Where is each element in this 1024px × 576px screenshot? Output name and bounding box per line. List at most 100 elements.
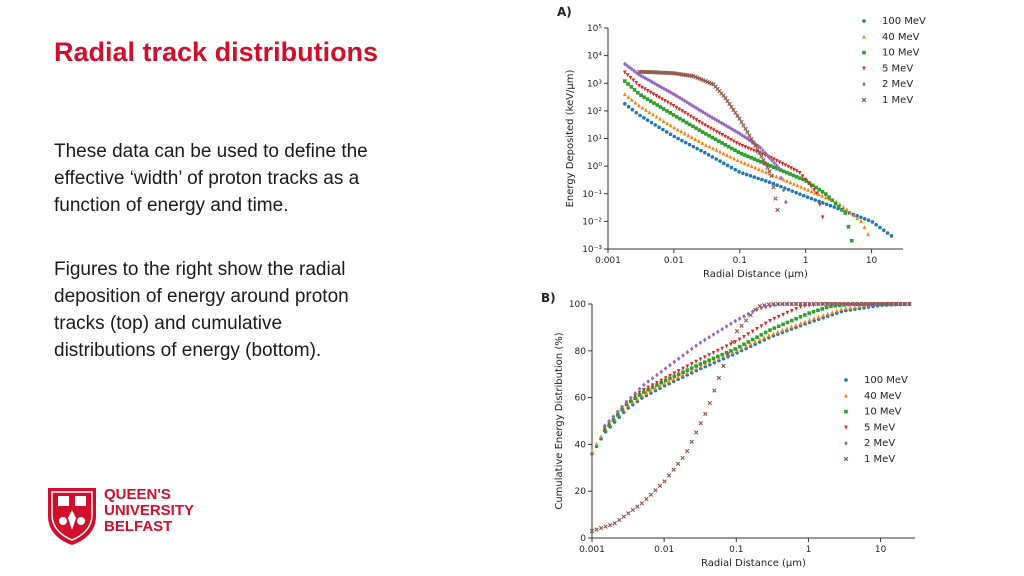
y-tick-label: 0 bbox=[580, 534, 586, 544]
data-point bbox=[633, 396, 637, 401]
data-point bbox=[633, 100, 638, 105]
data-point bbox=[710, 155, 715, 159]
data-point bbox=[668, 102, 673, 107]
logo-line: QUEEN'S bbox=[104, 486, 171, 503]
data-point bbox=[720, 133, 725, 138]
data-point bbox=[834, 308, 839, 313]
data-point bbox=[781, 322, 785, 327]
data-point bbox=[807, 181, 812, 185]
data-point bbox=[707, 334, 711, 340]
data-point bbox=[797, 170, 802, 175]
data-point bbox=[668, 111, 673, 115]
data-point bbox=[752, 157, 757, 161]
data-point bbox=[768, 164, 773, 168]
data-point bbox=[806, 187, 810, 192]
data-point bbox=[665, 109, 669, 113]
data-point bbox=[721, 151, 726, 156]
data-point bbox=[714, 157, 719, 161]
data-point bbox=[688, 114, 693, 119]
data-point bbox=[737, 316, 742, 321]
data-point bbox=[682, 131, 687, 136]
logo-line: UNIVERSITY bbox=[104, 502, 195, 519]
data-point bbox=[645, 97, 650, 101]
data-point bbox=[737, 170, 741, 174]
data-point bbox=[840, 208, 844, 212]
data-point bbox=[757, 303, 762, 309]
data-point bbox=[734, 328, 740, 334]
data-point bbox=[746, 332, 751, 337]
data-point bbox=[722, 161, 726, 166]
data-point bbox=[775, 166, 779, 171]
data-point bbox=[623, 102, 627, 106]
data-point bbox=[764, 169, 768, 174]
data-point bbox=[755, 326, 759, 331]
data-point bbox=[785, 170, 789, 175]
data-point bbox=[687, 142, 692, 147]
series-1-mev bbox=[589, 301, 912, 534]
data-point bbox=[761, 148, 765, 153]
data-point bbox=[866, 218, 871, 223]
data-point bbox=[612, 521, 617, 526]
data-point bbox=[676, 374, 680, 379]
data-point bbox=[639, 93, 643, 98]
data-point bbox=[718, 149, 722, 154]
data-point bbox=[687, 122, 692, 127]
data-point bbox=[802, 193, 806, 198]
data-point bbox=[654, 114, 659, 119]
data-point bbox=[645, 118, 650, 123]
body-paragraph-1: These data can be used to define the eff… bbox=[54, 141, 368, 216]
data-point bbox=[617, 517, 622, 523]
data-point bbox=[752, 307, 758, 312]
data-point bbox=[720, 352, 724, 357]
data-point bbox=[594, 527, 599, 532]
data-point bbox=[841, 204, 846, 209]
data-point bbox=[857, 301, 862, 307]
data-point bbox=[731, 107, 736, 113]
data-point bbox=[802, 186, 807, 191]
data-point bbox=[767, 168, 772, 174]
data-point bbox=[629, 85, 634, 89]
data-point bbox=[853, 304, 857, 309]
data-point bbox=[676, 369, 681, 374]
data-point bbox=[676, 136, 680, 141]
data-point bbox=[640, 105, 645, 110]
data-point bbox=[753, 165, 758, 170]
data-point bbox=[827, 195, 831, 199]
data-point bbox=[848, 301, 853, 307]
data-point bbox=[714, 129, 719, 134]
data-point bbox=[733, 110, 738, 116]
data-point bbox=[781, 177, 786, 182]
data-point bbox=[809, 189, 814, 194]
data-point bbox=[783, 163, 788, 168]
data-point bbox=[646, 385, 651, 390]
y-axis-label: Cumulative Energy Distribution (%) bbox=[554, 332, 565, 509]
data-point bbox=[668, 132, 673, 137]
data-point bbox=[707, 400, 713, 406]
data-point bbox=[694, 126, 698, 131]
y-tick-label: 10¹ bbox=[587, 135, 602, 145]
data-point bbox=[671, 104, 676, 109]
data-point bbox=[884, 301, 889, 307]
data-point bbox=[748, 312, 753, 318]
data-point bbox=[879, 301, 885, 307]
data-point bbox=[756, 167, 761, 172]
data-point bbox=[666, 100, 670, 105]
legend-label: 2 MeV bbox=[882, 79, 913, 90]
x-tick-label: 0.001 bbox=[579, 545, 605, 555]
data-point bbox=[700, 130, 705, 134]
data-point bbox=[623, 92, 627, 97]
data-point bbox=[626, 104, 631, 109]
university-crest-icon bbox=[48, 488, 96, 545]
legend-label: 2 MeV bbox=[864, 438, 895, 449]
data-point bbox=[659, 369, 664, 374]
data-point bbox=[811, 301, 817, 307]
y-tick-label: 10⁻¹ bbox=[582, 190, 602, 200]
data-point bbox=[710, 135, 715, 140]
data-point bbox=[651, 112, 655, 117]
data-point bbox=[852, 213, 856, 218]
x-tick-label: 0.1 bbox=[729, 545, 743, 555]
slide-title: Radial track distributions bbox=[54, 37, 379, 67]
data-point bbox=[768, 318, 772, 323]
data-point bbox=[756, 176, 760, 181]
data-point bbox=[648, 492, 654, 497]
